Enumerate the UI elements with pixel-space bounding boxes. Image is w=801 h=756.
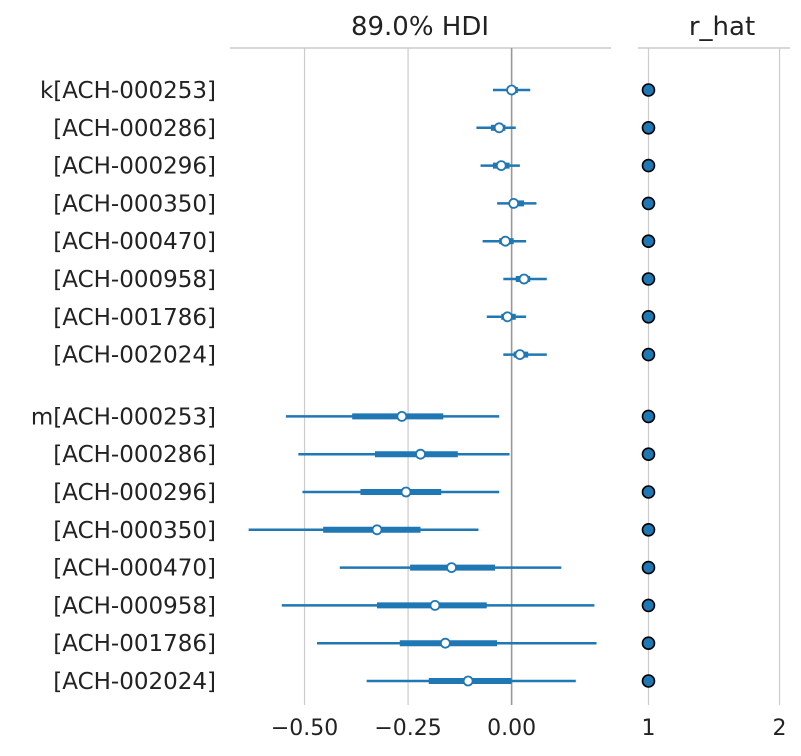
rhat-point xyxy=(641,347,656,362)
mean-point xyxy=(518,273,530,285)
mean-point xyxy=(396,410,408,422)
hdi-gridlines xyxy=(303,48,513,705)
rhat-x-tick-label: 2 xyxy=(773,716,787,741)
rhat-point xyxy=(641,409,656,424)
row-label: [ACH-000958] xyxy=(53,593,216,619)
mean-point xyxy=(508,197,520,209)
rhat-point xyxy=(641,485,656,499)
rhat-point xyxy=(641,272,656,286)
mean-point xyxy=(415,448,426,460)
rhat-point xyxy=(641,674,656,688)
hdi-x-tick-labels: −0.50 −0.25 0.00 xyxy=(271,716,536,741)
row-label: [ACH-002024] xyxy=(53,343,216,369)
mean-point xyxy=(462,675,474,687)
mean-point xyxy=(514,349,526,361)
rhat-point xyxy=(641,636,656,651)
mean-point xyxy=(506,84,518,96)
mean-point xyxy=(499,235,511,247)
rhat-point xyxy=(641,598,656,613)
row-label: [ACH-002024] xyxy=(53,669,216,695)
row-label: [ACH-000470] xyxy=(53,556,216,582)
row-label: m[ACH-000253] xyxy=(31,404,216,430)
row-label: k[ACH-000253] xyxy=(40,78,216,104)
hdi-intervals xyxy=(248,84,597,687)
rhat-points xyxy=(641,83,656,688)
rhat-x-tick-label: 1 xyxy=(641,716,655,741)
row-label: [ACH-000350] xyxy=(53,191,216,217)
row-label: [ACH-000296] xyxy=(53,480,216,506)
hdi-x-tick-label: −0.25 xyxy=(374,716,441,741)
rhat-point xyxy=(641,196,656,211)
mean-point xyxy=(439,637,451,649)
rhat-panel-title: r_hat xyxy=(689,12,755,42)
mean-point xyxy=(493,122,505,134)
row-labels: k[ACH-000253] [ACH-000286] [ACH-000296] [AC… xyxy=(31,78,216,695)
rhat-gridlines xyxy=(647,48,781,705)
row-label: [ACH-000296] xyxy=(53,154,216,180)
rhat-point xyxy=(641,158,656,173)
row-label: [ACH-000286] xyxy=(53,116,216,142)
row-label: [ACH-001786] xyxy=(53,305,216,331)
mean-point xyxy=(502,311,513,323)
row-label: [ACH-000286] xyxy=(53,442,216,468)
rhat-point xyxy=(641,234,656,248)
rhat-point xyxy=(641,309,656,324)
row-label: [ACH-001786] xyxy=(53,631,216,657)
mean-point xyxy=(371,524,383,536)
mean-point xyxy=(446,562,457,573)
mean-point xyxy=(429,600,441,611)
rhat-point xyxy=(641,447,656,462)
row-label: [ACH-000958] xyxy=(53,267,216,293)
hdi-x-tick-label: −0.50 xyxy=(271,716,338,741)
row-label: [ACH-000470] xyxy=(53,229,216,255)
hdi-x-tick-label: 0.00 xyxy=(487,716,536,741)
hdi-panel: 89.0% HDI −0.50 −0.25 0.00 k[ACH-000253] [A… xyxy=(31,12,611,741)
rhat-point xyxy=(641,560,656,575)
rhat-point xyxy=(641,83,656,97)
row-label: [ACH-000350] xyxy=(53,518,216,544)
rhat-point xyxy=(641,121,656,135)
mean-point xyxy=(400,486,412,498)
rhat-point xyxy=(641,522,656,537)
mean-point xyxy=(495,160,507,172)
hdi-panel-title: 89.0% HDI xyxy=(351,12,489,42)
